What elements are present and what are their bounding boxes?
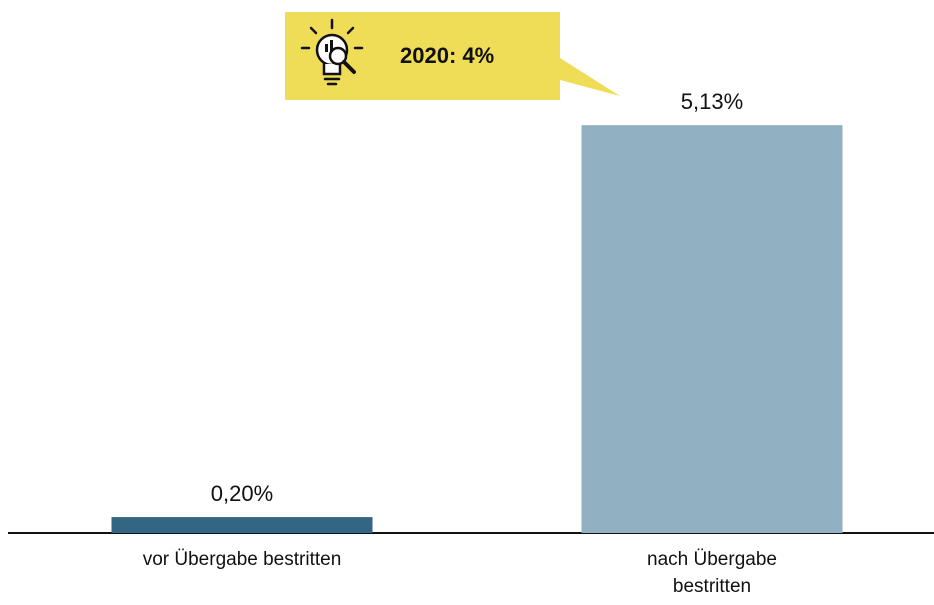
- bar: [111, 517, 373, 533]
- callout-box: [285, 12, 620, 100]
- lightbulb-icon: [300, 18, 364, 86]
- value-label: 0,20%: [211, 481, 273, 506]
- value-label: 5,13%: [681, 89, 743, 114]
- x-tick-label: vor Übergabe bestritten: [142, 549, 342, 570]
- bar: [581, 125, 843, 533]
- annotation: 2020: 4%: [400, 43, 494, 68]
- x-tick-label: nach Übergabe bestritten: [647, 549, 777, 597]
- callout: 2020: 4%: [285, 12, 620, 100]
